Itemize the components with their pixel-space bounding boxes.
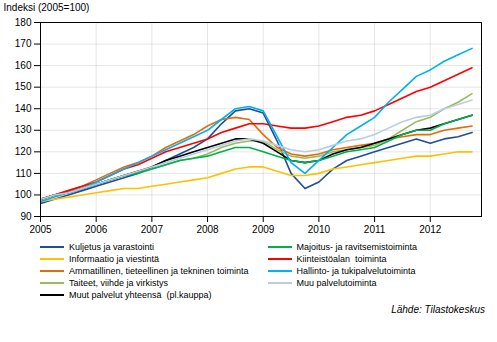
html-text:Kiinteistöalan toiminta: Kiinteistöalan toiminta [296, 254, 387, 264]
svg-text:100: 100 [15, 189, 32, 200]
html-text:Hallinto- ja tukipalvelutoimin: Hallinto- ja tukipalvelutoiminta [296, 266, 416, 276]
html-text:Kuljetus ja varastointi: Kuljetus ja varastointi [69, 242, 154, 252]
svg-text:2012: 2012 [419, 224, 442, 235]
svg-text:2006: 2006 [85, 224, 108, 235]
svg-text:180: 180 [15, 17, 32, 28]
svg-text:90: 90 [20, 211, 32, 222]
svg-text:150: 150 [15, 81, 32, 92]
svg-text:2007: 2007 [141, 224, 164, 235]
html-text:Muut palvelut yhteensä (pl.kau: Muut palvelut yhteensä (pl.kauppa) [69, 290, 212, 300]
svg-text:2009: 2009 [252, 224, 275, 235]
svg-text:110: 110 [16, 168, 32, 179]
html-text:Muu palvelutoiminta: Muu palvelutoiminta [296, 278, 377, 288]
svg-text:170: 170 [15, 38, 32, 49]
svg-text:2011: 2011 [364, 224, 386, 235]
svg-text:2010: 2010 [308, 224, 331, 235]
html-text:Taiteet, viihde ja virkistys: Taiteet, viihde ja virkistys [69, 278, 168, 288]
svg-text:2008: 2008 [196, 224, 219, 235]
html-text:Informaatio ja viestintä: Informaatio ja viestintä [69, 254, 159, 264]
html-text:Lähde: Tilastokeskus: Lähde: Tilastokeskus [391, 304, 485, 315]
svg-text:130: 130 [15, 124, 32, 135]
html-text:Ammatillinen, tieteellinen ja: Ammatillinen, tieteellinen ja tekninen t… [69, 266, 249, 276]
svg-text:140: 140 [15, 103, 32, 114]
svg-text:160: 160 [15, 60, 32, 71]
html-text:Majoitus- ja ravitsemistoimint: Majoitus- ja ravitsemistoiminta [296, 242, 417, 252]
svg-text:Indeksi (2005=100): Indeksi (2005=100) [4, 2, 90, 13]
svg-text:120: 120 [15, 146, 32, 157]
svg-text:2005: 2005 [29, 224, 52, 235]
